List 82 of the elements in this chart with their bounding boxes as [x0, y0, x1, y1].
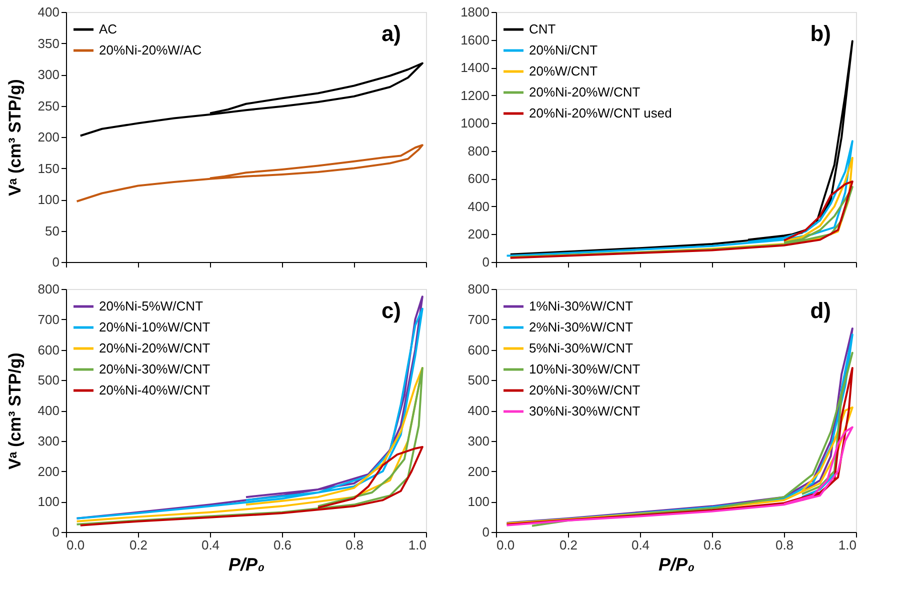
- y-tick-label: 800: [468, 143, 490, 158]
- x-tick-label: 0.6: [273, 538, 292, 552]
- line-series: [79, 62, 424, 137]
- legend-label: 5%Ni-30%W/CNT: [529, 340, 634, 356]
- y-tick-label: 250: [38, 98, 60, 114]
- y-tick-label: 1400: [460, 60, 490, 76]
- y-tick-label: 600: [38, 342, 60, 358]
- legend-label: CNT: [529, 22, 556, 36]
- y-axis-title: Vᵃ (cm³ STP/g): [6, 79, 24, 196]
- y-tick-label: 0: [482, 254, 490, 270]
- y-tick-label: 100: [38, 192, 60, 207]
- y-tick-label: 400: [38, 403, 60, 418]
- y-tick-label: 600: [468, 171, 490, 186]
- x-tick-label: 1.0: [838, 538, 856, 552]
- legend-label: 20%Ni-20%W/CNT: [529, 84, 640, 100]
- y-tick-label: 1000: [460, 116, 490, 131]
- legend-label: 20%Ni-20%W/CNT used: [529, 106, 672, 120]
- x-tick-label: 0.0: [496, 538, 515, 552]
- y-tick-label: 0: [482, 524, 490, 540]
- line-series: [506, 140, 854, 257]
- line-series: [506, 426, 854, 526]
- y-tick-label: 200: [38, 464, 60, 479]
- x-axis-title: P/P₀: [658, 554, 695, 574]
- y-tick-label: 200: [468, 226, 490, 242]
- y-tick-label: 700: [468, 312, 490, 327]
- y-tick-label: 100: [468, 494, 490, 510]
- line-series: [506, 406, 854, 524]
- line-series: [76, 144, 424, 202]
- y-tick-label: 300: [38, 67, 60, 82]
- x-tick-label: 0.8: [345, 538, 364, 552]
- line-series: [79, 446, 424, 526]
- annotation: d): [810, 298, 831, 323]
- y-tick-label: 0: [52, 254, 60, 270]
- legend-label: 20%Ni-20%W/CNT: [99, 340, 210, 356]
- x-tick-label: 0.0: [66, 538, 85, 552]
- x-axis-title: P/P₀: [228, 554, 265, 574]
- annotation: c): [381, 298, 401, 323]
- y-tick-label: 200: [468, 464, 490, 479]
- x-tick-label: 0.2: [129, 538, 148, 552]
- legend-label: 10%Ni-30%W/CNT: [529, 362, 640, 376]
- annotation: a): [381, 21, 401, 46]
- x-tick-label: 0.4: [201, 538, 220, 552]
- line-series: [531, 352, 854, 527]
- annotation: b): [810, 21, 831, 46]
- y-tick-label: 1800: [460, 4, 490, 20]
- x-tick-label: 0.6: [703, 538, 722, 552]
- x-tick-label: 0.4: [631, 538, 650, 552]
- x-tick-label: 1.0: [408, 538, 426, 552]
- y-tick-label: 500: [38, 372, 60, 388]
- y-tick-label: 400: [468, 198, 490, 214]
- y-tick-label: 0: [52, 524, 60, 540]
- x-tick-label: 0.8: [775, 538, 794, 552]
- y-tick-label: 800: [38, 282, 60, 296]
- y-tick-label: 350: [38, 36, 60, 51]
- y-tick-label: 1600: [460, 32, 490, 48]
- legend-label: 2%Ni-30%W/CNT: [529, 320, 634, 334]
- legend-label: 20%Ni-30%W/CNT: [99, 362, 210, 376]
- y-tick-label: 150: [38, 160, 60, 176]
- y-tick-label: 400: [38, 4, 60, 20]
- y-axis-title: Vᵃ (cm³ STP/g): [6, 352, 24, 470]
- y-tick-label: 400: [468, 403, 490, 418]
- legend-label: 1%Ni-30%W/CNT: [529, 298, 634, 314]
- legend-label: 20%W/CNT: [529, 64, 598, 78]
- x-tick-label: 0.2: [559, 538, 578, 552]
- y-tick-label: 800: [468, 282, 490, 296]
- y-tick-label: 700: [38, 312, 60, 327]
- y-tick-label: 600: [468, 342, 490, 358]
- legend-label: 20%Ni/CNT: [529, 42, 598, 58]
- y-tick-label: 200: [38, 130, 60, 144]
- y-tick-label: 500: [468, 372, 490, 388]
- y-tick-label: 300: [38, 433, 60, 448]
- y-tick-label: 50: [45, 223, 60, 238]
- legend-label: 20%Ni-10%W/CNT: [99, 320, 210, 334]
- legend-label: 20%Ni-30%W/CNT: [529, 382, 640, 398]
- legend-label: 20%Ni-5%W/CNT: [99, 298, 204, 314]
- legend-label: 30%Ni-30%W/CNT: [529, 404, 640, 418]
- y-tick-label: 1200: [460, 88, 490, 103]
- y-tick-label: 300: [468, 433, 490, 448]
- legend-label: 20%Ni-20%W/AC: [99, 42, 202, 58]
- legend-label: 20%Ni-40%W/CNT: [99, 382, 210, 398]
- legend-label: AC: [99, 22, 118, 36]
- y-tick-label: 100: [38, 494, 60, 510]
